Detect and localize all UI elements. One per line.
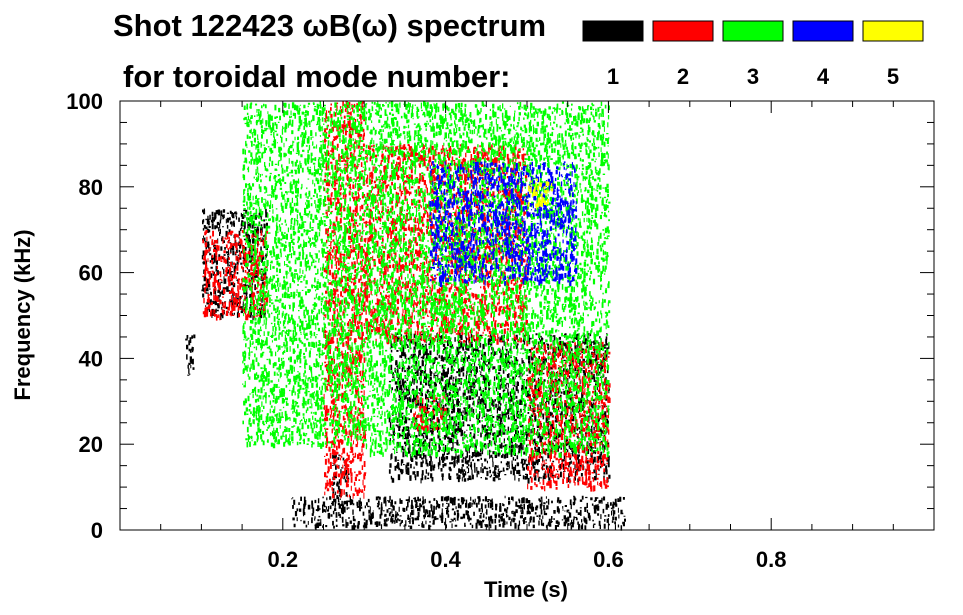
spectrum-region <box>185 334 196 376</box>
spectrum-region <box>413 392 448 432</box>
spectrum-region <box>429 161 578 287</box>
legend-swatch <box>582 20 644 42</box>
series-n5 <box>527 178 554 210</box>
legend: 1 2 3 4 5 <box>582 20 924 89</box>
spectrum-region <box>291 495 626 531</box>
x-tick-label: 0.6 <box>593 547 624 572</box>
legend-swatch <box>652 20 714 42</box>
chart-subtitle: for toroidal mode number: <box>123 59 511 94</box>
spectrum-region <box>388 332 611 484</box>
y-tick-label: 100 <box>66 89 103 114</box>
y-tick-label: 20 <box>79 432 103 457</box>
legend-swatch <box>722 20 784 42</box>
spectrum-region <box>331 454 350 509</box>
tick-labels: 0.2 0.4 0.6 0.8 0 20 40 60 80 100 <box>66 89 786 572</box>
legend-label: 2 <box>677 64 689 89</box>
spectrum-region <box>242 101 367 449</box>
y-tick-label: 40 <box>79 346 103 371</box>
y-axis-label: Frequency (kHz) <box>10 229 35 400</box>
x-tick-label: 0.2 <box>268 547 299 572</box>
legend-swatch <box>792 20 854 42</box>
y-tick-label: 0 <box>91 518 103 543</box>
legend-label: 3 <box>747 64 759 89</box>
spectrum-region <box>527 341 611 492</box>
legend-label: 5 <box>887 64 899 89</box>
y-tick-label: 60 <box>79 261 103 286</box>
axis-ticks <box>120 100 934 531</box>
x-tick-label: 0.8 <box>756 547 787 572</box>
legend-label: 1 <box>607 64 619 89</box>
spectrum-region <box>430 290 464 320</box>
legend-label: 4 <box>817 64 830 89</box>
series-n4 <box>429 161 578 287</box>
y-tick-label: 80 <box>79 175 103 200</box>
chart-title: Shot 122423 ωB(ω) spectrum <box>113 8 546 43</box>
x-tick-label: 0.4 <box>430 547 461 572</box>
spectrum-region <box>527 178 554 210</box>
legend-swatch <box>862 20 924 42</box>
x-axis-label: Time (s) <box>484 577 568 602</box>
plot-area <box>185 101 626 531</box>
